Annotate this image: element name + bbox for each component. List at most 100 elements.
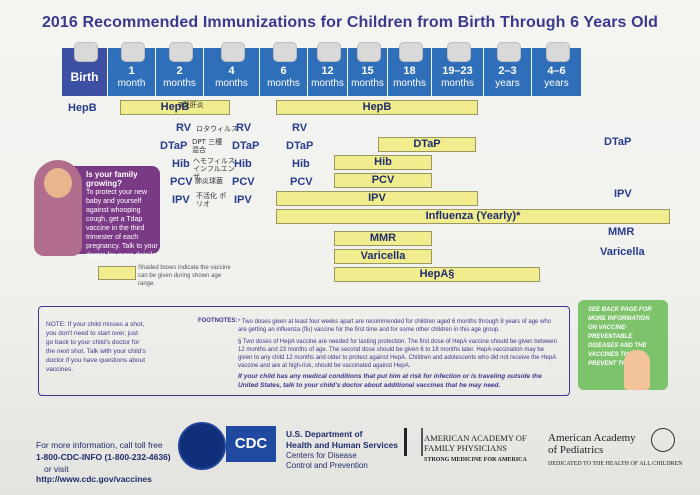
age-unit: years	[495, 78, 520, 89]
influenza-bar: Influenza (Yearly)*	[276, 209, 670, 224]
age-unit: months	[163, 78, 196, 89]
note-text: NOTE: If your child misses a shot, you d…	[46, 321, 146, 373]
legend-swatch	[98, 266, 136, 280]
hepb-bar-label: HepB	[160, 101, 190, 113]
rv-handwritten-note: ロタウィルス	[196, 125, 238, 133]
age-unit: month	[117, 78, 146, 89]
age-column-5: 12 months	[308, 42, 348, 96]
age-illustration-icon	[398, 42, 423, 62]
mmr-bar: MMR	[334, 231, 432, 246]
age-number: 2–3	[498, 65, 517, 77]
aafp-line-2: FAMILY PHYSICIANS	[424, 443, 507, 453]
age-number: 1	[128, 65, 135, 77]
footnotes-label: FOOTNOTES:	[198, 318, 238, 324]
contact-phone[interactable]: 1-800-CDC-INFO (1-800-232-4636)	[36, 452, 171, 462]
varicella-bar: Varicella	[334, 249, 432, 264]
age-column-7: 18 months	[388, 42, 432, 96]
ipv-bar-label: IPV	[368, 192, 386, 204]
age-illustration-icon	[446, 42, 471, 62]
hepb-handwritten-note: B型肝炎	[178, 101, 204, 109]
pcv-bar: PCV	[334, 173, 432, 188]
aap-line-3: DEDICATED TO THE HEALTH OF ALL CHILDREN	[548, 461, 683, 467]
age-illustration-icon	[545, 42, 570, 62]
dtap-label-4-6y: DTaP	[604, 136, 632, 148]
hib-bar-label: Hib	[374, 156, 392, 168]
age-illustration-icon	[220, 42, 245, 62]
ipv-bar: IPV	[276, 191, 478, 206]
age-illustration-icon	[496, 42, 521, 62]
pregnancy-callout-text: Is your family growing? To protect your …	[86, 170, 160, 260]
hhs-cdc-text: U.S. Department of Health and Human Serv…	[286, 429, 398, 471]
hepb-bar-early: HepB	[120, 100, 230, 115]
aap-line-1: American Academy	[548, 432, 636, 444]
dtap-bar-label: DTaP	[413, 138, 441, 150]
pcv-handwritten-note: 肺炎球菌	[195, 177, 223, 185]
pcv-label-6m: PCV	[290, 176, 313, 188]
hib-label-4m: Hib	[234, 158, 252, 170]
hepa-bar-label: HepA§	[419, 268, 455, 280]
ipv-label-4m: IPV	[234, 194, 252, 206]
age-unit: months	[311, 78, 344, 89]
dtap-bar: DTaP	[378, 137, 476, 152]
age-number: Birth	[70, 70, 99, 84]
hepa-bar: HepA§	[334, 267, 540, 282]
contact-or: or visit	[44, 464, 69, 474]
varicella-label-4-6y: Varicella	[600, 246, 645, 258]
pregnancy-body: To protect your new baby and yourself ag…	[86, 189, 158, 259]
hhs-seal-icon	[178, 422, 226, 470]
dtap-label-6m: DTaP	[286, 140, 314, 152]
age-unit: months	[441, 78, 474, 89]
hib-label-6m: Hib	[292, 158, 310, 170]
back-page-callout	[578, 300, 668, 390]
age-number: 19–23	[442, 65, 473, 77]
aafp-line-1: AMERICAN ACADEMY OF	[424, 433, 527, 443]
hib-handwritten-note: ヘモフィルス インフルエンザ	[193, 157, 235, 181]
varicella-bar-label: Varicella	[360, 250, 406, 262]
age-number: 4	[228, 65, 235, 77]
legend-text: Shaded boxes indicate the vaccine can be…	[138, 265, 231, 287]
rv-label-6m: RV	[292, 122, 308, 134]
contact-line: For more information, call toll free	[36, 440, 163, 450]
dept-line-2: Health and Human Services	[286, 440, 398, 450]
dtap-handwritten-note: DPT 三種混合	[192, 138, 223, 154]
aap-seal-icon	[651, 428, 675, 452]
age-illustration-icon	[120, 42, 145, 62]
pcv-label-4m: PCV	[232, 176, 255, 188]
rv-label-2m: RV	[176, 122, 192, 134]
age-header-row: Birth 1 month 2 months 4 months 6 months 12 months…	[62, 42, 692, 96]
dtap-label-4m: DTaP	[232, 140, 260, 152]
age-illustration-icon	[316, 42, 341, 62]
hib-label-2m: Hib	[172, 158, 190, 170]
aafp-emblem-icon	[404, 428, 423, 456]
footnote-influenza: * Two doses given at least four weeks ap…	[238, 319, 552, 333]
cdc-logo: CDC	[226, 426, 276, 462]
age-column-4: 6 months	[260, 42, 308, 96]
age-number: 18	[403, 65, 416, 77]
woman-face-illustration	[44, 168, 72, 198]
age-column-1: 1 month	[108, 42, 156, 96]
notes-box	[38, 306, 570, 396]
hepb-bar-late-label: HepB	[362, 101, 392, 113]
influenza-bar-label: Influenza (Yearly)*	[425, 210, 521, 222]
page-title: 2016 Recommended Immunizations for Child…	[41, 14, 659, 31]
contact-url-link[interactable]: http://www.cdc.gov/vaccines	[36, 474, 152, 484]
age-column-6: 15 months	[348, 42, 388, 96]
age-unit: months	[267, 78, 300, 89]
child-illustration	[624, 350, 650, 390]
pregnancy-heading: Is your family growing?	[86, 170, 138, 188]
age-unit: months	[393, 78, 426, 89]
age-column-10: 4–6 years	[532, 42, 582, 96]
ipv-label-2m: IPV	[172, 194, 190, 206]
aafp-line-3: STRONG MEDICINE FOR AMERICA	[424, 457, 527, 463]
mmr-label-4-6y: MMR	[608, 226, 635, 238]
hib-bar: Hib	[334, 155, 432, 170]
aafp-logo-text: AMERICAN ACADEMY OF FAMILY PHYSICIANS ST…	[424, 433, 527, 465]
rv-label-4m: RV	[236, 122, 252, 134]
age-unit: months	[215, 78, 248, 89]
age-column-9: 2–3 years	[484, 42, 532, 96]
age-number: 12	[321, 65, 334, 77]
aap-logo-text: American Academy of Pediatrics DEDICATED…	[548, 432, 683, 470]
risk-note: If your child has any medical conditions…	[238, 373, 542, 389]
aap-line-2: of Pediatrics	[548, 444, 604, 456]
